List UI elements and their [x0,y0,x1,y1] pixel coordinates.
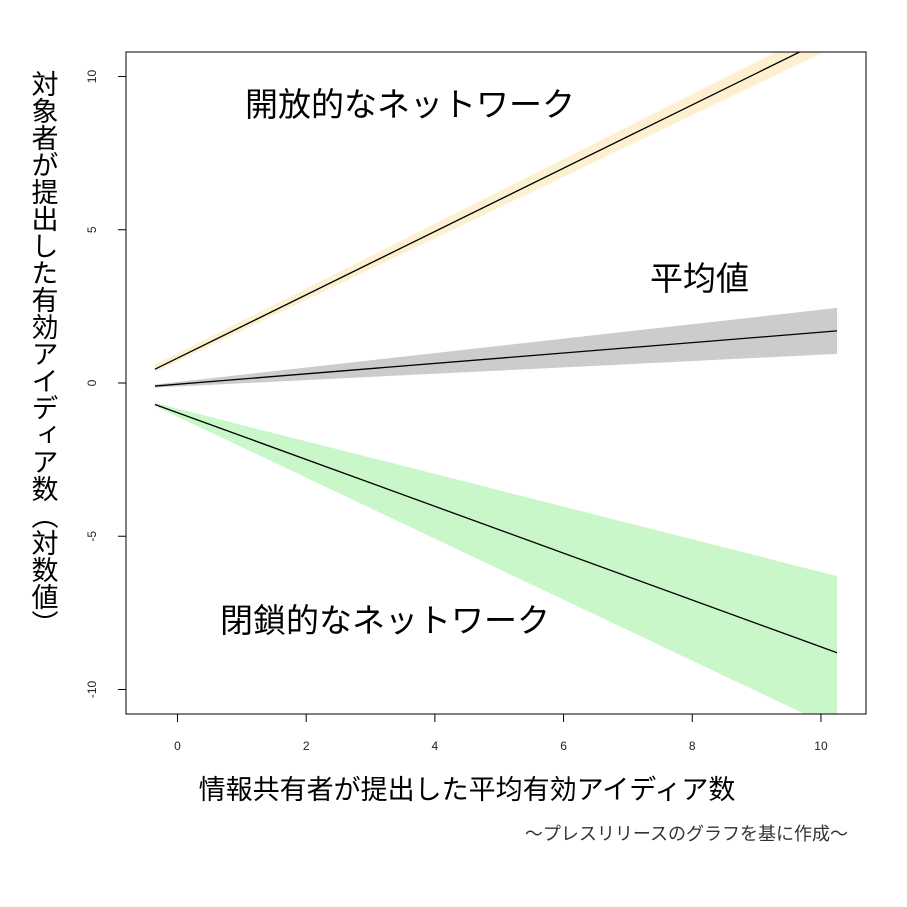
x-axis-title: 情報共有者が提出した平均有効アイディア数 [199,775,736,806]
confidence-band-1 [154,307,838,388]
fit-line-1 [154,330,838,387]
x-tick-label: 0 [174,739,181,753]
series-label-average: 平均値 [650,259,749,298]
x-tick-label: 10 [814,739,828,753]
x-tick-label: 2 [303,739,310,753]
fit-line-0 [154,52,802,370]
y-tick-label: -10 [85,680,99,698]
confidence-band-0 [154,52,825,373]
fit-lines [154,52,838,654]
series-label-closed-network: 閉鎖的なネットワーク [220,601,550,640]
y-tick-label: 0 [85,379,99,386]
source-caption: ～プレスリリースのグラフを基に作成～ [525,824,848,845]
confidence-bands [154,52,838,714]
y-tick-label: 10 [85,70,99,84]
x-tick-label: 4 [432,739,439,753]
y-tick-label: 5 [85,226,99,233]
x-tick-label: 8 [689,739,696,753]
series-label-open-network: 開放的なネットワーク [245,85,575,124]
x-axis: 0 2 4 6 8 10 [174,714,828,753]
y-axis-title: 対象者が提出した有効アイディア数（対数値） [27,70,59,637]
confidence-band-2 [154,402,838,714]
y-tick-label: -5 [85,531,99,542]
y-axis: -10 -5 0 5 10 [85,70,126,698]
fit-line-2 [154,403,838,654]
x-tick-label: 6 [560,739,567,753]
